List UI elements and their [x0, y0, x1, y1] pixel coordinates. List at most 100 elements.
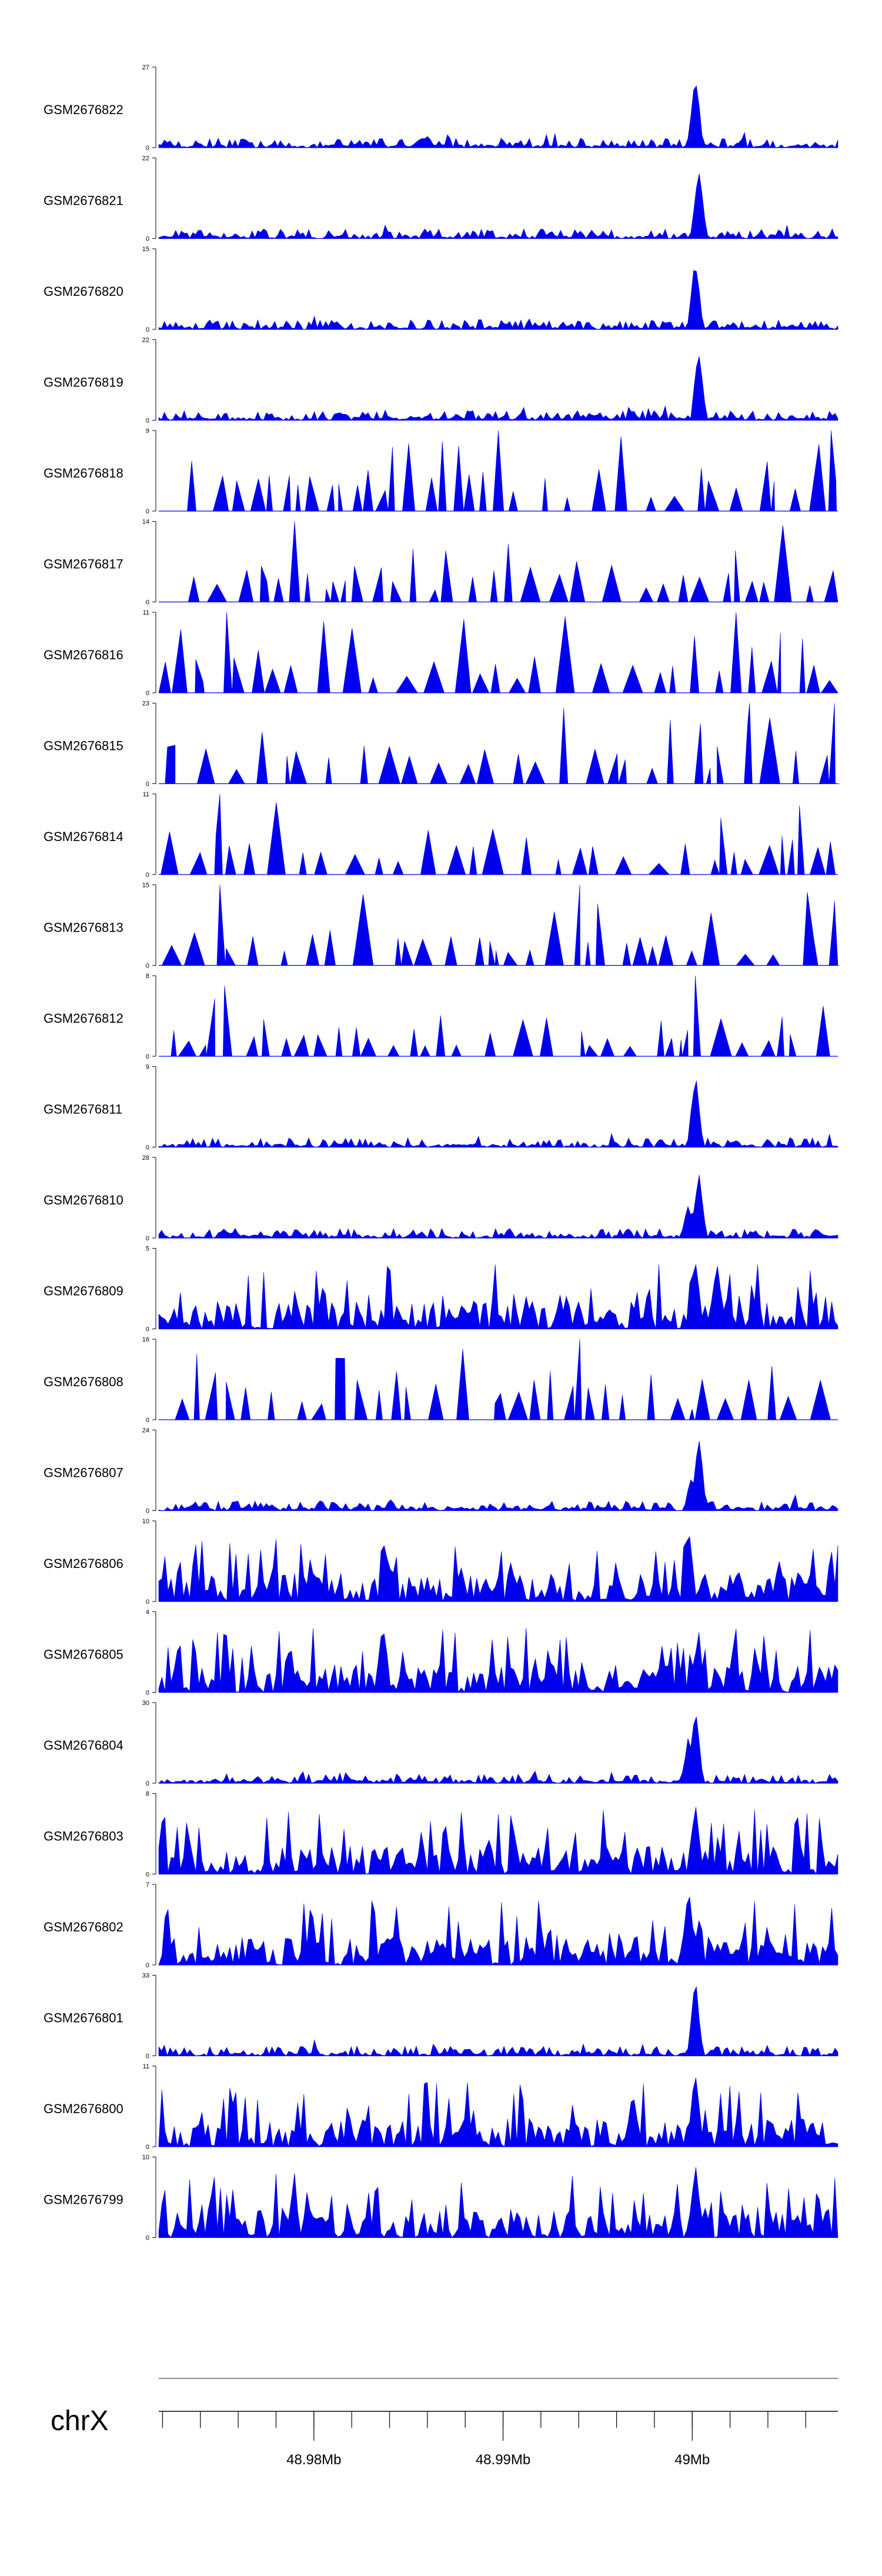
track-ymax-label: 16: [142, 1336, 149, 1343]
track: GSM2676818 9 0: [44, 428, 838, 515]
track-ymax-label: 27: [142, 64, 149, 71]
track-label: GSM2676814: [44, 829, 123, 844]
track-ymin-label: 0: [146, 1235, 149, 1242]
track-signal-area: [158, 356, 838, 421]
track-signal-area: [159, 703, 840, 784]
track-ymax-label: 24: [142, 1427, 149, 1434]
track: GSM2676817 14 0: [44, 519, 838, 606]
track-ymax-label: 23: [142, 700, 149, 708]
track-ymin-label: 0: [146, 418, 149, 425]
track-label: GSM2676802: [44, 1920, 123, 1934]
track: GSM2676819 22 0: [44, 337, 838, 425]
track-signal-area: [158, 2167, 838, 2238]
track: GSM2676804 30 0: [44, 1700, 838, 1787]
track: GSM2676805 4 0: [44, 1609, 838, 1697]
track: GSM2676802 7 0: [44, 1881, 838, 1969]
track: GSM2676800 11 0: [44, 2063, 838, 2151]
track-label: GSM2676801: [44, 2011, 123, 2026]
track-signal-area: [158, 1716, 838, 1784]
track: GSM2676821 22 0: [44, 155, 838, 243]
track-ymin-label: 0: [146, 1053, 149, 1060]
track-label: GSM2676803: [44, 1829, 123, 1844]
track-ymax-label: 8: [146, 1791, 149, 1798]
track-ymax-label: 4: [146, 1609, 149, 1616]
track-ymax-label: 22: [142, 155, 149, 162]
track-label: GSM2676822: [44, 102, 123, 117]
track-ymax-label: 15: [142, 882, 149, 889]
track-ymax-label: 10: [142, 2154, 149, 2161]
track: GSM2676808 16 0: [44, 1336, 838, 1424]
track-ymin-label: 0: [146, 2235, 149, 2242]
track-signal-area: [158, 1536, 838, 1602]
track: GSM2676814 11 0: [44, 791, 838, 879]
track-signal-area: [158, 1627, 838, 1693]
track-label: GSM2676809: [44, 1284, 123, 1299]
track-signal-area: [159, 1339, 838, 1420]
track-ymin-label: 0: [146, 1780, 149, 1787]
genome-axis: chrX 48.98Mb 48.99Mb 49Mb: [51, 2378, 838, 2468]
track-ymin-label: 0: [146, 963, 149, 970]
track-ymax-label: 14: [142, 519, 149, 526]
track-ymin-label: 0: [146, 599, 149, 606]
track-ymin-label: 0: [146, 326, 149, 333]
tracks-layer: GSM2676822270GSM2676821220GSM2676820150G…: [44, 64, 840, 2242]
track-ymax-label: 11: [143, 609, 149, 616]
track-label: GSM2676813: [44, 920, 123, 935]
track-ymax-label: 33: [142, 1973, 149, 1980]
track-label: GSM2676811: [44, 1102, 122, 1117]
track-label: GSM2676819: [44, 375, 123, 390]
track-signal-area: [158, 1896, 838, 1966]
track-ymin-label: 0: [146, 2053, 149, 2060]
track: GSM2676803 8 0: [44, 1791, 838, 1878]
genome-tick-label: 49Mb: [674, 2452, 710, 2468]
track-label: GSM2676816: [44, 648, 123, 662]
track-ymin-label: 0: [146, 1599, 149, 1606]
track-signal-area: [158, 1080, 838, 1148]
track: GSM2676806 10 0: [44, 1518, 838, 1606]
track-ymax-label: 9: [146, 428, 149, 435]
track-ymin-label: 0: [146, 1508, 149, 1515]
track-label: GSM2676820: [44, 284, 123, 299]
track-label: GSM2676815: [44, 739, 123, 753]
track-ymax-label: 8: [146, 973, 149, 980]
track-label: GSM2676818: [44, 466, 123, 481]
track: GSM2676807 24 0: [44, 1427, 838, 1515]
track-ymax-label: 7: [146, 1881, 149, 1888]
track-ymax-label: 5: [146, 1246, 149, 1253]
track-signal-area: [159, 885, 840, 966]
track-ymin-label: 0: [146, 1962, 149, 1969]
track-ymin-label: 0: [146, 508, 149, 515]
track-label: GSM2676806: [44, 1556, 123, 1571]
track-ymin-label: 0: [146, 1690, 149, 1697]
track-ymax-label: 28: [142, 1154, 149, 1162]
track-signal-area: [159, 975, 838, 1057]
track-label: GSM2676805: [44, 1647, 123, 1662]
track-label: GSM2676799: [44, 2193, 123, 2207]
track-ymax-label: 9: [146, 1064, 149, 1071]
track: GSM2676801 33 0: [44, 1973, 838, 2060]
track-ymax-label: 30: [142, 1700, 149, 1707]
genome-tick-label: 48.99Mb: [476, 2452, 530, 2468]
track-label: GSM2676807: [44, 1466, 123, 1480]
chromosome-label: chrX: [51, 2405, 109, 2437]
track: GSM2676812 8 0: [44, 973, 838, 1060]
track-ymax-label: 11: [143, 791, 149, 798]
track-ymax-label: 22: [142, 337, 149, 344]
track: GSM2676822 27 0: [44, 64, 838, 152]
track-label: GSM2676817: [44, 557, 123, 572]
track-signal-area: [158, 2077, 838, 2147]
track-signal-area: [159, 521, 838, 602]
track-signal-area: [158, 1264, 838, 1330]
track-ymax-label: 10: [142, 1518, 149, 1525]
track-ymin-label: 0: [146, 1326, 149, 1333]
track-signal-area: [158, 270, 838, 330]
track-label: GSM2676800: [44, 2101, 123, 2116]
track: GSM2676813 15 0: [44, 882, 840, 970]
track-ymin-label: 0: [146, 145, 149, 152]
track-signal-area: [158, 612, 838, 693]
track-ymin-label: 0: [146, 1417, 149, 1424]
track-signal-area: [159, 793, 838, 875]
track: GSM2676810 28 0: [44, 1154, 838, 1242]
track-signal-area: [158, 1440, 838, 1511]
